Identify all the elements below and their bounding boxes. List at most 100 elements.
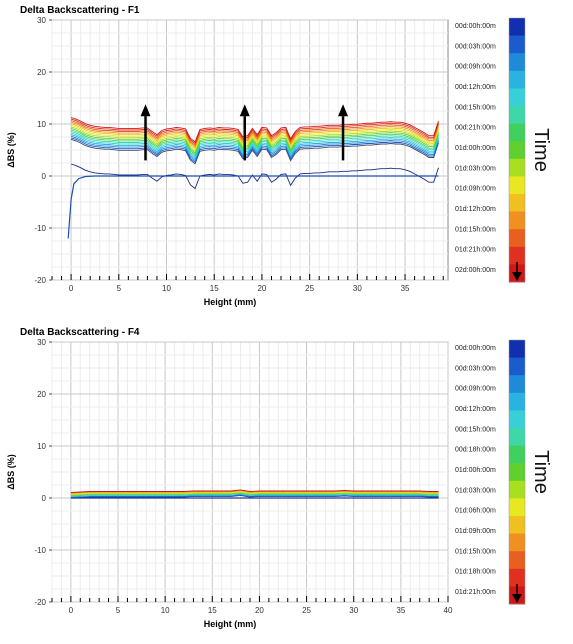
series-line bbox=[70, 138, 439, 165]
y-tick-label: 30 bbox=[37, 338, 46, 347]
legend-entry: 00d:09h:00m bbox=[455, 386, 496, 393]
series-line bbox=[70, 134, 439, 160]
colorbar-segment bbox=[509, 568, 525, 587]
y-axis-label: ΔBS (%) bbox=[6, 132, 16, 167]
legend-entry: 00d:00h:00m bbox=[455, 345, 496, 352]
x-tick-label: 5 bbox=[117, 284, 122, 293]
y-tick-label: 20 bbox=[37, 390, 46, 399]
series-line bbox=[70, 127, 439, 154]
chart-title: Delta Backscattering - F1 bbox=[20, 5, 140, 16]
colorbar-segment bbox=[509, 480, 525, 499]
colorbar-segment bbox=[509, 410, 525, 429]
colorbar-segment bbox=[509, 498, 525, 517]
colorbar-segment bbox=[509, 533, 525, 552]
legend-entry: 01d:21h:00m bbox=[455, 247, 496, 254]
colorbar-segment bbox=[509, 70, 525, 89]
legend-entry: 01d:03h:00m bbox=[455, 487, 496, 494]
legend-entry: 00d:21h:00m bbox=[455, 125, 496, 132]
colorbar-segment bbox=[509, 428, 525, 447]
x-tick-label: 25 bbox=[302, 606, 311, 615]
colorbar-segment bbox=[509, 194, 525, 213]
baseline-series-line bbox=[67, 175, 439, 239]
legend-entry: 00d:00h:00m bbox=[455, 23, 496, 30]
chart-f1: Delta Backscattering - F1 -20 -10 0 10 20 30 0 5… bbox=[6, 5, 552, 307]
chart-panel-f4: Delta Backscattering - F4 -20 -10 0 10 20 30 0 5… bbox=[0, 322, 573, 644]
colorbar-segment bbox=[509, 158, 525, 177]
legend-entry: 01d:09h:00m bbox=[455, 528, 496, 535]
series-line bbox=[70, 129, 439, 156]
time-arrow-head bbox=[512, 594, 522, 603]
legend-entry: 01d:09h:00m bbox=[455, 186, 496, 193]
x-tick-label: 0 bbox=[69, 284, 74, 293]
legend-entry: 00d:18h:00m bbox=[455, 447, 496, 454]
legend-entry: 01d:21h:00m bbox=[455, 589, 496, 596]
colorbar-segment bbox=[509, 516, 525, 535]
x-tick-label: 30 bbox=[349, 606, 358, 615]
y-tick-label: -20 bbox=[34, 276, 46, 285]
legend-title-time: Time bbox=[530, 450, 552, 494]
x-tick-label: 40 bbox=[444, 606, 453, 615]
legend-entry: 01d:15h:00m bbox=[455, 548, 496, 555]
series-line bbox=[70, 137, 439, 163]
colorbar-segment bbox=[509, 551, 525, 570]
x-tick-label: 10 bbox=[162, 284, 171, 293]
x-tick-label: 20 bbox=[257, 284, 266, 293]
legend-entry: 00d:15h:00m bbox=[455, 104, 496, 111]
series-line bbox=[70, 135, 439, 162]
time-arrow-head bbox=[512, 272, 522, 281]
x-tick-label: 25 bbox=[305, 284, 314, 293]
legend-entry: 01d:06h:00m bbox=[455, 508, 496, 515]
series-line bbox=[70, 490, 439, 494]
series-line bbox=[70, 124, 439, 151]
y-axis-label: ΔBS (%) bbox=[6, 454, 16, 489]
y-tick-label: -10 bbox=[34, 224, 46, 233]
series-line bbox=[70, 117, 439, 143]
chart-title: Delta Backscattering - F4 bbox=[20, 327, 140, 338]
y-tick-label: 10 bbox=[37, 120, 46, 129]
legend-entry: 01d:03h:00m bbox=[455, 165, 496, 172]
x-tick-label: 5 bbox=[116, 606, 121, 615]
series-line bbox=[70, 126, 439, 153]
legend-entry: 01d:18h:00m bbox=[455, 569, 496, 576]
legend-entry: 02d:00h:00m bbox=[455, 267, 496, 274]
chart-panel-f1: Delta Backscattering - F1 -20 -10 0 10 20 30 0 5… bbox=[6, 5, 552, 307]
series-line bbox=[70, 491, 439, 495]
legend-entry: 01d:12h:00m bbox=[455, 206, 496, 213]
colorbar-segment bbox=[509, 106, 525, 125]
colorbar-segment bbox=[509, 463, 525, 482]
series-line bbox=[70, 494, 439, 498]
legend-entry: 00d:15h:00m bbox=[455, 426, 496, 433]
chart-f4: Delta Backscattering - F4 -20 -10 0 10 20 30 0 5… bbox=[6, 327, 552, 629]
series-line bbox=[70, 118, 439, 145]
up-arrow-head bbox=[140, 104, 151, 117]
x-tick-label: 30 bbox=[353, 284, 362, 293]
x-tick-label: 15 bbox=[208, 606, 217, 615]
legend-entry: 01d:00h:00m bbox=[455, 145, 496, 152]
x-axis-label: Height (mm) bbox=[204, 619, 257, 629]
series-line bbox=[70, 123, 439, 149]
legend-entry: 00d:12h:00m bbox=[455, 406, 496, 413]
colorbar-frame bbox=[508, 17, 526, 283]
colorbar-segment bbox=[509, 141, 525, 160]
legend-entry: 00d:03h:00m bbox=[455, 365, 496, 372]
colorbar-segment bbox=[509, 375, 525, 394]
series-line bbox=[70, 492, 439, 497]
y-tick-label: -20 bbox=[34, 598, 46, 607]
legend-entry: 00d:09h:00m bbox=[455, 64, 496, 71]
colorbar-segment bbox=[509, 18, 525, 37]
y-tick-label: 30 bbox=[37, 16, 46, 25]
x-tick-label: 20 bbox=[255, 606, 264, 615]
series-line bbox=[70, 493, 439, 497]
legend-entry: 01d:00h:00m bbox=[455, 467, 496, 474]
colorbar-segment bbox=[509, 211, 525, 230]
x-tick-label: 35 bbox=[396, 606, 405, 615]
x-tick-label: 0 bbox=[69, 606, 74, 615]
colorbar-segment bbox=[509, 445, 525, 464]
legend-entry: 00d:12h:00m bbox=[455, 84, 496, 91]
y-tick-label: 0 bbox=[42, 494, 47, 503]
colorbar-segment bbox=[509, 123, 525, 142]
x-axis-label: Height (mm) bbox=[204, 297, 257, 307]
y-tick-label: -10 bbox=[34, 546, 46, 555]
legend-title-time: Time bbox=[530, 128, 552, 172]
legend-entry: 00d:03h:00m bbox=[455, 43, 496, 50]
